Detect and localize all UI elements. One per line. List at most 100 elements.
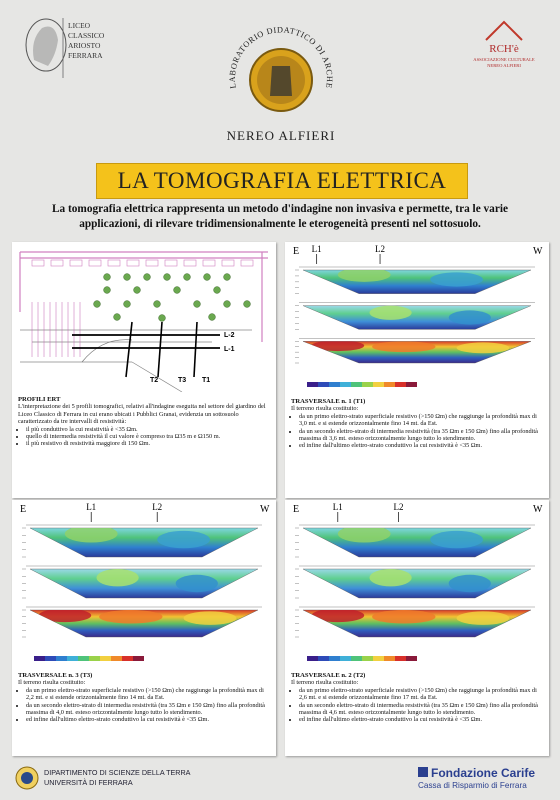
color-scale: [406, 382, 417, 387]
building-cell: [183, 259, 197, 267]
tree: [223, 300, 231, 308]
color-scale: [318, 382, 329, 387]
figure-label: E: [20, 504, 26, 515]
anomaly: [99, 610, 163, 624]
color-scale: [307, 382, 318, 387]
anomaly: [456, 611, 510, 625]
figure-label: L1: [312, 244, 322, 254]
building-cell: [164, 259, 178, 267]
tree: [123, 300, 131, 308]
anomalies: [369, 305, 491, 325]
tree: [193, 300, 201, 308]
tree: [143, 273, 151, 281]
tree: [153, 300, 161, 308]
color-scale: [384, 382, 395, 387]
bullet-list: da un primo elettro-strato superficiale …: [291, 687, 543, 724]
bullet: da un secondo elettro-strato di intermed…: [299, 702, 543, 717]
bullet-list: il più conduttivo la cui resistività è <…: [18, 426, 270, 448]
color-scale: [373, 382, 384, 387]
anomalies: [96, 569, 218, 593]
panel: L-2 L-1 T2 T3 T1 PROFILI ERT L'interpretazione…: [12, 242, 276, 498]
building-cell: [107, 259, 121, 267]
pseudosection: [302, 305, 532, 330]
sponsor-logo: [418, 767, 428, 777]
anomaly: [337, 270, 391, 282]
figure: E W L1 L2: [20, 502, 270, 661]
anomalies: [337, 270, 483, 287]
anomaly: [96, 569, 139, 587]
bullet: da un primo elettro-strato superficiale …: [26, 687, 270, 702]
pseudosection: [29, 568, 259, 599]
pseudosection: [302, 527, 532, 558]
anomaly: [311, 341, 365, 352]
tree: [123, 273, 131, 281]
arc-path: [81, 339, 133, 363]
anomaly: [369, 569, 412, 587]
building-cell: [145, 259, 159, 267]
figure-label: E: [293, 504, 299, 515]
bullet: da un primo elettro-strato superficiale …: [299, 687, 543, 702]
anomaly: [157, 530, 211, 549]
figure-label: L2: [152, 502, 162, 512]
profile-line: [157, 321, 163, 378]
university-name: DIPARTIMENTO DI SCIENZE DELLA TERRA: [44, 768, 191, 777]
school-name: ARIOSTO: [68, 41, 101, 50]
color-scale: [307, 656, 318, 661]
tree: [203, 273, 211, 281]
color-scale: [329, 382, 340, 387]
tree: [243, 300, 251, 308]
tree: [103, 286, 111, 294]
subtitle: La tomografia elettrica rappresenta un m…: [52, 203, 508, 230]
anomaly: [311, 610, 365, 623]
sponsor-name: Fondazione Carife: [431, 766, 535, 780]
pseudosection: [302, 269, 532, 294]
title: LA TOMOGRAFIA ELETTRICA: [96, 163, 468, 199]
figure-label: L2: [394, 502, 404, 512]
bullet: ed infine dall'ultimo elettro-strato con…: [299, 442, 543, 449]
anomaly: [448, 310, 491, 325]
color-scale: [362, 382, 373, 387]
anomaly: [372, 610, 436, 624]
bullet: il più resistivo di resistività maggiore…: [26, 440, 270, 447]
anomaly: [337, 528, 391, 543]
tree: [213, 286, 221, 294]
figure: E W L1 L2: [293, 244, 543, 387]
color-scale: [318, 656, 329, 661]
bullet: da un secondo elettro-strato di intermed…: [26, 702, 270, 717]
figure-label: L1: [333, 502, 343, 512]
color-scale: [56, 656, 67, 661]
figure-label: E: [293, 246, 299, 257]
color-scale: [111, 656, 122, 661]
map-label: L-2: [224, 332, 235, 339]
bullet: da un primo elettro-strato superficiale …: [299, 413, 543, 428]
anomaly: [369, 305, 412, 320]
pseudosection: [302, 568, 532, 599]
tree: [208, 313, 216, 321]
panel: E W L1 L2 TRASVERSALE n. 1 (T1) Il terreno ri…: [285, 242, 549, 498]
color-scale: [351, 382, 362, 387]
building-cell: [50, 259, 64, 267]
color-scale: [100, 656, 111, 661]
panel-heading: PROFILI ERT: [18, 396, 61, 403]
profile-line: [125, 321, 133, 378]
bullet-list: da un primo elettro-strato superficiale …: [18, 687, 270, 724]
school-name: CLASSICO: [68, 31, 105, 40]
color-scale: [362, 656, 373, 661]
bullet: ed infine dall'ultimo elettro-strato con…: [299, 716, 543, 723]
lab-name: NEREO ALFIERI: [227, 128, 336, 143]
anomaly: [175, 574, 218, 593]
panel-heading: TRASVERSALE n. 2 (T2): [291, 672, 366, 679]
panel-text: TRASVERSALE n. 3 (T3) Il terreno risulta …: [12, 668, 276, 726]
anomalies: [38, 610, 237, 625]
bullet-list: da un primo elettro-strato superficiale …: [291, 413, 543, 450]
color-scale: [67, 656, 78, 661]
anomaly: [430, 272, 483, 287]
anomaly: [183, 611, 237, 625]
color-scale: [133, 656, 144, 661]
tree: [93, 300, 101, 308]
building-cell: [221, 259, 235, 267]
building-outline: [19, 251, 268, 342]
figure-label: W: [533, 504, 543, 515]
anomalies: [64, 528, 211, 549]
